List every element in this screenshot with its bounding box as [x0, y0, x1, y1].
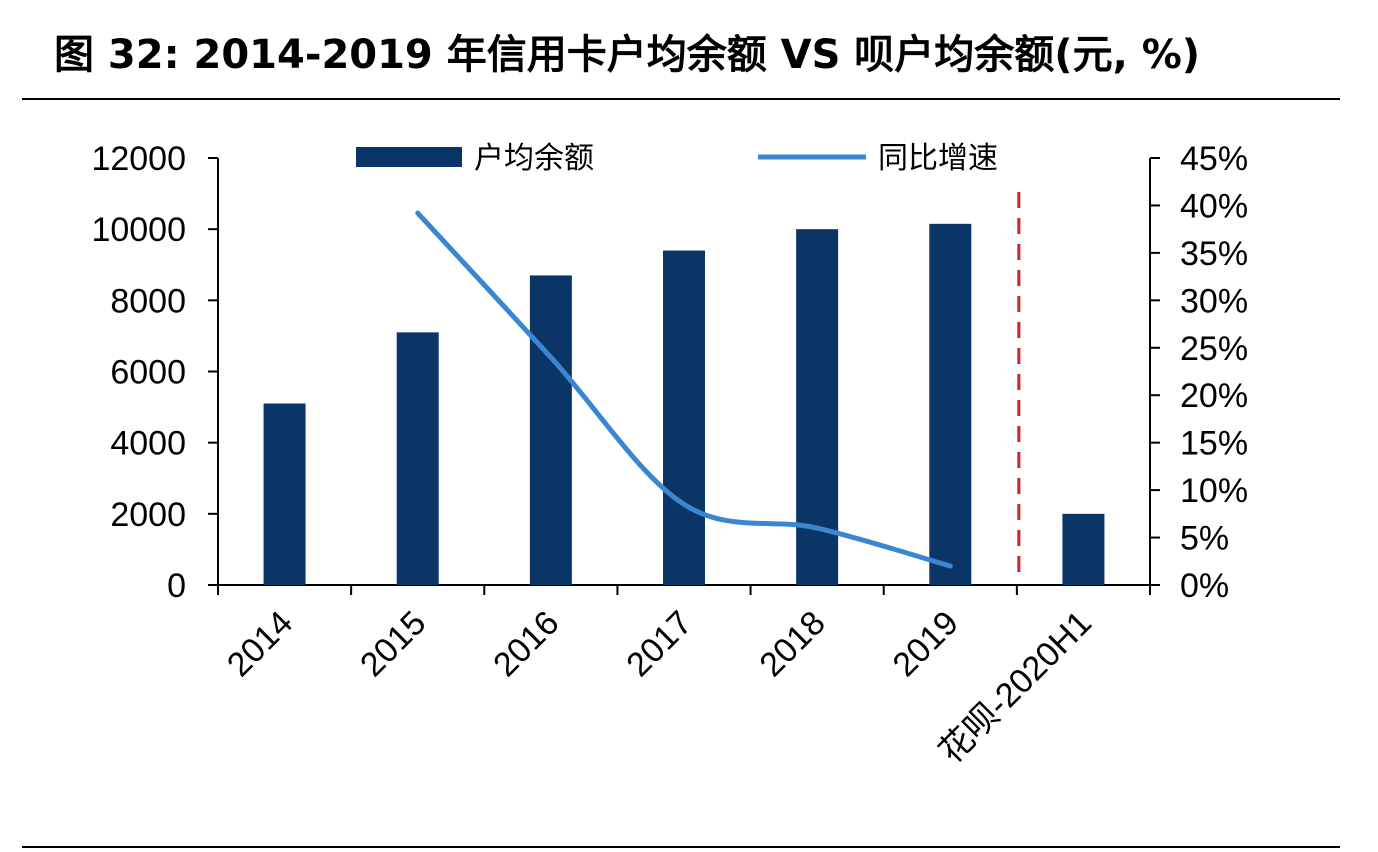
bar-2019: [929, 223, 972, 585]
y-left-tick-label: 4000: [110, 425, 186, 463]
x-tick-label-2019: 2019: [886, 604, 966, 684]
y-left-tick-label: 12000: [91, 140, 186, 178]
y-right-tick-label: 10%: [1180, 472, 1248, 510]
y-right-tick-label: 45%: [1180, 140, 1248, 178]
y-left-tick-label: 8000: [110, 282, 186, 320]
bottom-rule: [22, 846, 1340, 848]
y-left-tick-label: 0: [167, 567, 186, 605]
bar-2016: [529, 275, 572, 585]
bar-2017: [663, 250, 705, 585]
y-right-tick-label: 35%: [1180, 235, 1248, 273]
x-tick-label-2016: 2016: [486, 604, 566, 684]
y-right-tick-label: 0%: [1180, 567, 1229, 605]
y-right-tick-label: 5%: [1180, 520, 1229, 558]
y-right-tick-label: 30%: [1180, 282, 1248, 320]
bar-2015: [396, 332, 439, 585]
y-left-tick-label: 10000: [91, 211, 186, 249]
y-right-tick-label: 20%: [1180, 377, 1248, 415]
bar-花呗-2020H1: [1062, 513, 1105, 585]
legend-bar-label: 户均余额: [474, 141, 594, 176]
x-tick-label-2018: 2018: [752, 604, 832, 684]
legend-bar-swatch: [356, 147, 462, 167]
y-left-tick-label: 6000: [110, 354, 186, 392]
y-left-tick-label: 2000: [110, 496, 186, 534]
growth-rate-line: [415, 210, 953, 569]
y-right-tick-label: 40%: [1180, 187, 1248, 225]
y-right-tick-label: 15%: [1180, 425, 1248, 463]
title-underline: [22, 98, 1340, 100]
x-tick-label-2015: 2015: [353, 604, 433, 684]
legend-line-label: 同比增速: [878, 141, 998, 176]
y-right-tick-label: 25%: [1180, 330, 1248, 368]
bar-2014: [263, 403, 306, 585]
x-tick-label-2014: 2014: [220, 604, 300, 684]
x-tick-label-2017: 2017: [619, 604, 699, 684]
chart-title: 图 32: 2014-2019 年信用卡户均余额 VS 呗户均余额(元, %): [54, 32, 1201, 78]
